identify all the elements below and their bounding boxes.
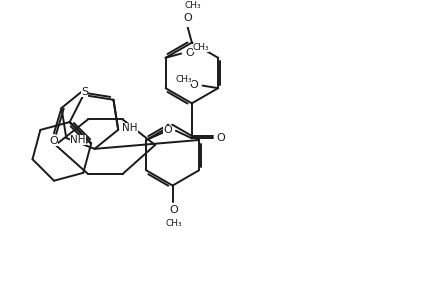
- Text: NH: NH: [70, 135, 86, 145]
- Text: NH: NH: [122, 123, 138, 133]
- Text: O: O: [190, 80, 198, 90]
- Text: CH₃: CH₃: [192, 43, 209, 52]
- Text: O: O: [169, 205, 178, 215]
- Text: S: S: [81, 87, 88, 97]
- Text: O: O: [216, 133, 225, 143]
- Text: O: O: [185, 48, 194, 58]
- Text: O: O: [163, 125, 172, 135]
- Text: O: O: [183, 13, 192, 23]
- Text: CH₃: CH₃: [184, 1, 201, 10]
- Text: CH₃: CH₃: [175, 75, 192, 84]
- Text: O: O: [49, 136, 58, 146]
- Text: CH₃: CH₃: [165, 219, 182, 228]
